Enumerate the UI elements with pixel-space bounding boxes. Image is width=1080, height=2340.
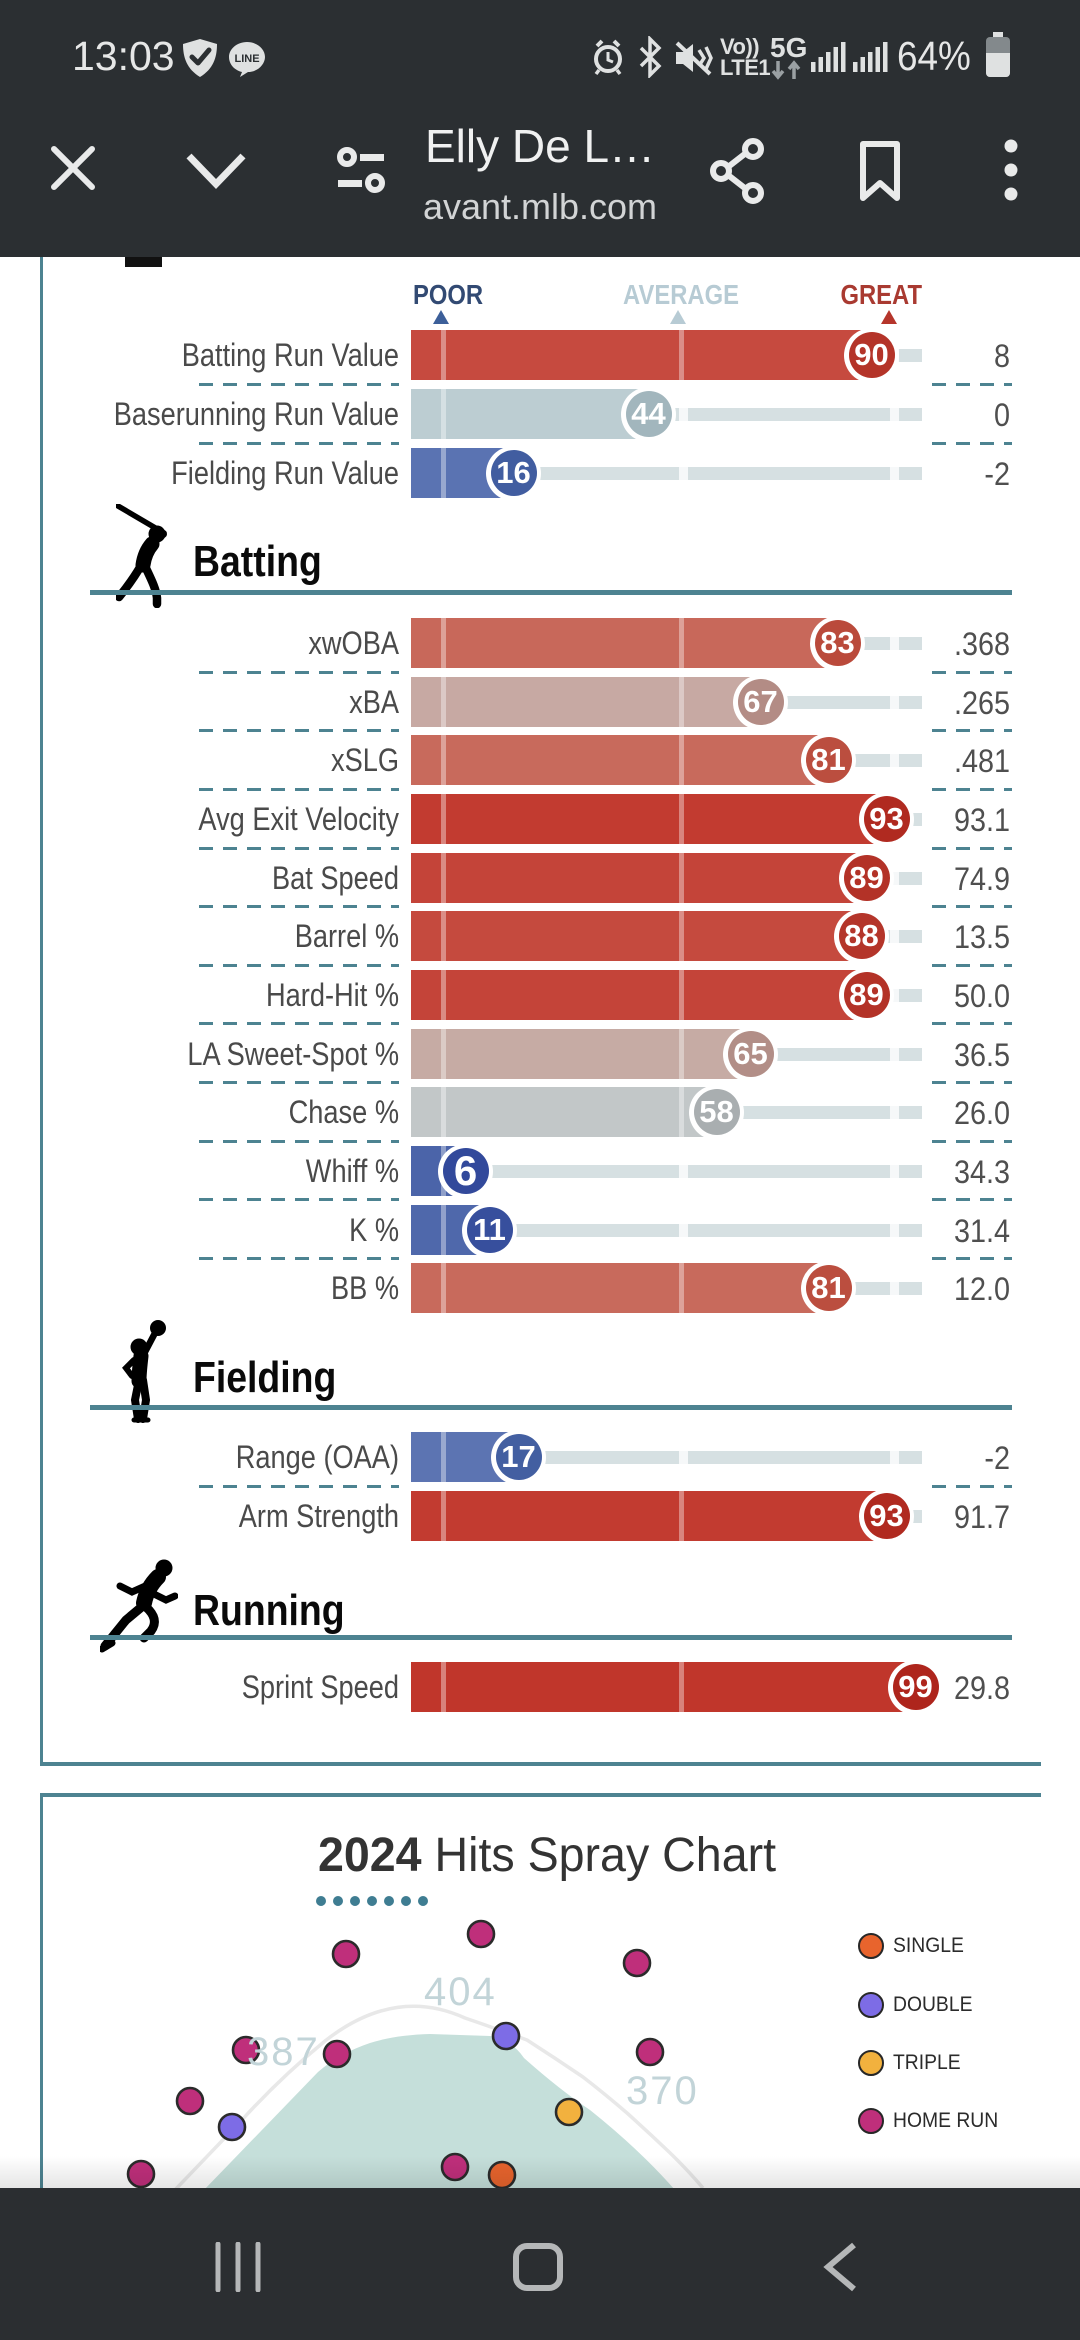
svg-text:LINE: LINE <box>234 53 259 65</box>
